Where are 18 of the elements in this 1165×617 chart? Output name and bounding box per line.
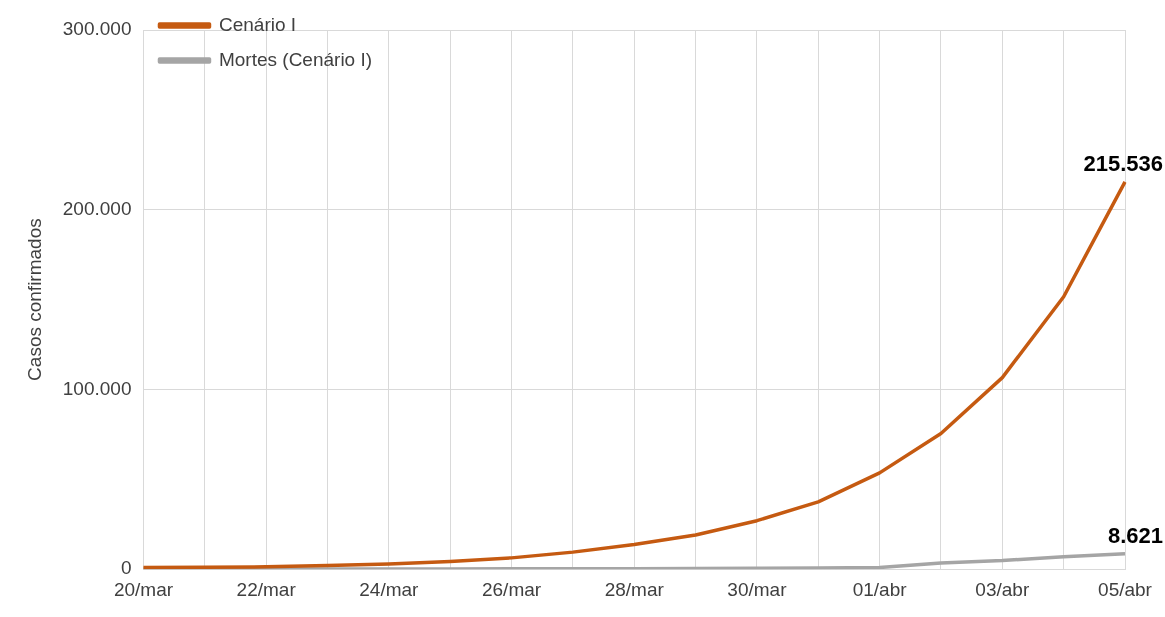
data-label: 8.621	[1107, 522, 1163, 548]
data-label: 215.536	[1083, 150, 1163, 176]
y-axis-title: Casos confirmados	[23, 218, 45, 381]
x-tick-label: 05/abr	[1098, 578, 1153, 600]
x-tick-label: 03/abr	[975, 578, 1030, 600]
y-tick-label: 0	[120, 557, 132, 579]
x-tick-label: 20/mar	[113, 578, 174, 600]
x-tick-label: 01/abr	[852, 578, 908, 600]
y-tick-label: 300.000	[62, 18, 132, 40]
x-tick-label: 24/mar	[359, 578, 420, 600]
y-tick-label: 200.000	[62, 197, 132, 219]
x-tick-label: 28/mar	[604, 578, 665, 600]
x-tick-label: 22/mar	[236, 578, 297, 600]
legend-label: Mortes (Cenário I)	[218, 48, 373, 70]
x-tick-label: 30/mar	[727, 578, 788, 600]
legend-label: Cenário I	[218, 13, 297, 35]
x-tick-label: 26/mar	[481, 578, 542, 600]
y-tick-label: 100.000	[62, 377, 132, 399]
